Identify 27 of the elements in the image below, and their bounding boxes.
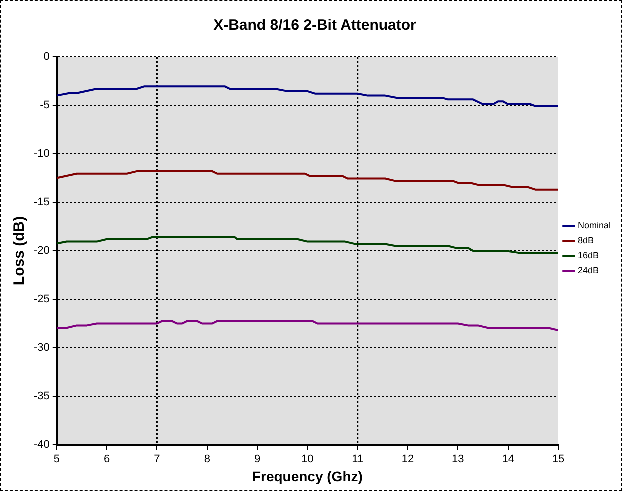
y-tick-label: 0 bbox=[44, 51, 50, 64]
y-tick-label: -10 bbox=[34, 148, 50, 160]
chart-title: X-Band 8/16 2-Bit Attenuator bbox=[214, 17, 417, 34]
y-tick-label: -5 bbox=[40, 100, 50, 112]
x-tick-label: 14 bbox=[502, 454, 514, 466]
x-tick-label: 7 bbox=[154, 454, 160, 466]
y-tick-label: -40 bbox=[34, 439, 50, 452]
y-tick-label: -30 bbox=[34, 342, 50, 354]
x-tick-label: 10 bbox=[302, 454, 314, 466]
x-tick-label: 8 bbox=[204, 454, 210, 466]
x-tick-label: 11 bbox=[352, 454, 364, 466]
x-axis-title: Frequency (Ghz) bbox=[252, 468, 363, 484]
y-axis-title: Loss (dB) bbox=[11, 216, 28, 286]
x-tick-label: 5 bbox=[54, 454, 60, 466]
y-tick-label: -35 bbox=[34, 390, 50, 403]
y-tick-label: -25 bbox=[34, 294, 50, 306]
x-tick-label: 13 bbox=[452, 454, 464, 466]
x-tick-label: 15 bbox=[552, 454, 565, 466]
x-tick-label: 12 bbox=[402, 454, 414, 466]
legend-label: 24dB bbox=[578, 265, 600, 276]
x-tick-label: 9 bbox=[254, 454, 261, 466]
legend-label: 8dB bbox=[578, 235, 594, 246]
legend-label: 16dB bbox=[578, 250, 600, 260]
y-tick-label: -20 bbox=[34, 245, 50, 258]
legend-label: Nominal bbox=[578, 220, 612, 230]
x-tick-label: 6 bbox=[104, 454, 110, 466]
y-tick-label: -15 bbox=[34, 196, 50, 209]
